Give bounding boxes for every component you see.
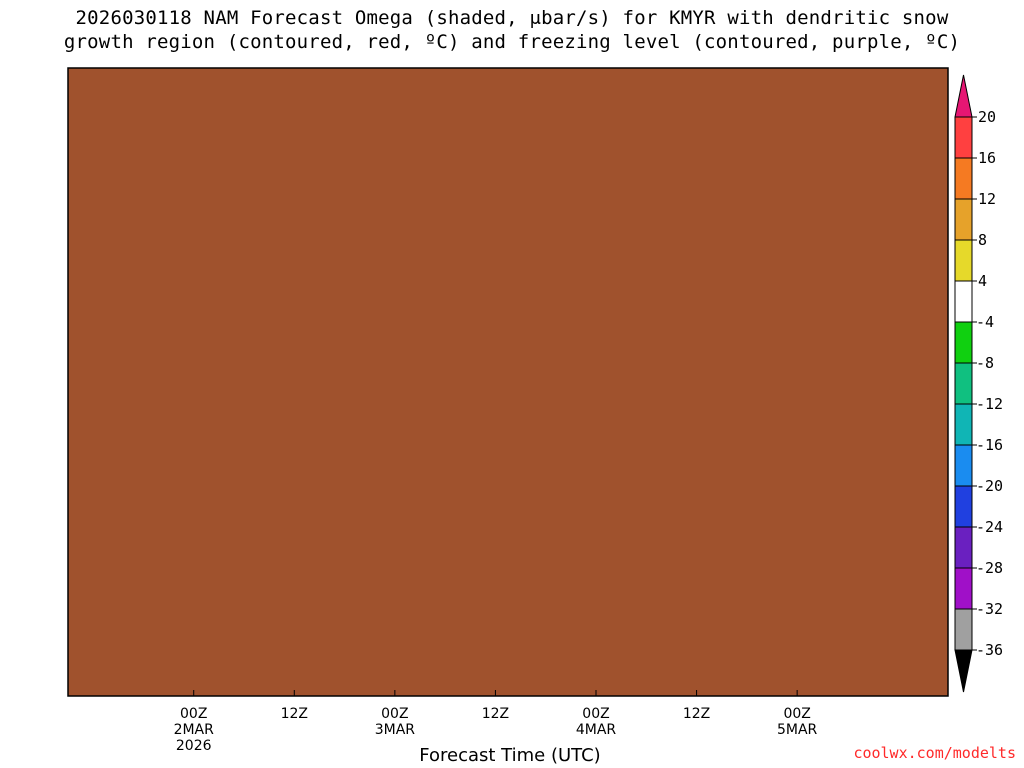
colorbar-segment-7 (954, 403, 973, 446)
x-tick-label-48-0: 00Z (582, 706, 609, 722)
colorbar-label-12: -32 (976, 600, 1003, 618)
chart-title-line2: growth region (contoured, red, ºC) and f… (63, 31, 961, 53)
colorbar-segment-2 (954, 198, 973, 241)
colorbar-top-arrow (954, 74, 973, 118)
x-tick-label-24-1: 3MAR (375, 722, 416, 738)
colorbar-segment-8 (954, 444, 973, 487)
plot-axes: 2503003504004505005506006507007508008509… (67, 67, 949, 754)
colorbar-label-11: -28 (976, 559, 1003, 577)
x-tick-label-36-0: 12Z (482, 706, 509, 722)
colorbar-label-4: 4 (978, 272, 987, 290)
colorbar-segment-10 (954, 526, 973, 569)
colorbar-segment-9 (954, 485, 973, 528)
x-tick-label-60-0: 12Z (683, 706, 710, 722)
colorbar-label-1: 16 (978, 149, 996, 167)
x-axis-title: Forecast Time (UTC) (419, 745, 601, 766)
colorbar-label-9: -20 (976, 477, 1003, 495)
x-tick-label-0-1: 2MAR (174, 722, 215, 738)
x-tick-label-0-2: 2026 (176, 738, 212, 754)
x-tick-label-12-0: 12Z (281, 706, 308, 722)
x-tick-label-0-0: 00Z (180, 706, 207, 722)
colorbar-segment-1 (954, 157, 973, 200)
colorbar-segment-6 (954, 362, 973, 405)
colorbar-segment-11 (954, 567, 973, 610)
colorbar-label-7: -12 (976, 395, 1003, 413)
colorbar-label-3: 8 (978, 231, 987, 249)
colorbar-bottom-arrow (954, 649, 973, 693)
x-tick-label-24-0: 00Z (381, 706, 408, 722)
plot-frame (67, 67, 949, 697)
colorbar-label-13: -36 (976, 641, 1003, 659)
colorbar-label-0: 20 (978, 108, 996, 126)
colorbar-label-6: -8 (976, 354, 994, 372)
colorbar-segment-4 (954, 280, 973, 323)
colorbar-segment-12 (954, 608, 973, 651)
chart-title: 2026030118 NAM Forecast Omega (shaded, μ… (0, 6, 1024, 54)
x-tick-label-72-0: 00Z (783, 706, 810, 722)
credit-text[interactable]: coolwx.com/modelts (853, 744, 1016, 762)
colorbar: 20 16 12 8 4 -4 -8 -12 -16 -20 -24 -28 -32 -36 (954, 74, 1003, 693)
terrain-surface (68, 68, 948, 696)
colorbar-segment-0 (954, 116, 973, 159)
colorbar-label-8: -16 (976, 436, 1003, 454)
colorbar-segment-5 (954, 321, 973, 364)
x-tick-label-48-1: 4MAR (576, 722, 617, 738)
colorbar-segment-3 (954, 239, 973, 282)
colorbar-label-5: -4 (976, 313, 994, 331)
x-tick-label-72-1: 5MAR (777, 722, 818, 738)
colorbar-label-10: -24 (976, 518, 1003, 536)
chart-title-line1: 2026030118 NAM Forecast Omega (shaded, μ… (75, 7, 949, 29)
colorbar-label-2: 12 (978, 190, 996, 208)
terrain-layer (68, 68, 948, 696)
